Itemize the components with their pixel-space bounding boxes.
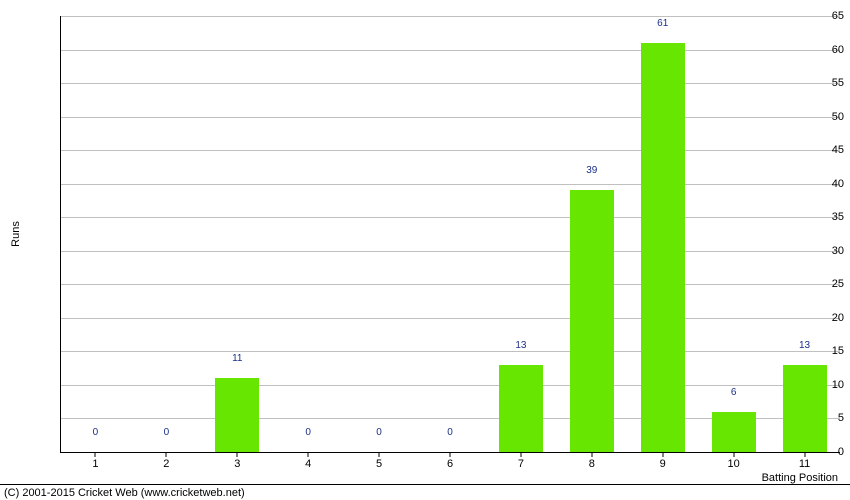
x-tick-label: 7 <box>518 458 524 470</box>
bar-value-label: 0 <box>164 427 170 438</box>
y-tick-label: 15 <box>790 345 844 357</box>
bar <box>783 365 827 452</box>
gridline <box>60 117 840 118</box>
x-tick-mark <box>379 452 380 457</box>
bar <box>215 378 259 452</box>
bar <box>641 43 685 452</box>
x-tick-mark <box>520 452 521 457</box>
gridline <box>60 385 840 386</box>
y-tick-label: 45 <box>790 144 844 156</box>
x-tick-label: 5 <box>376 458 382 470</box>
x-tick-label: 2 <box>163 458 169 470</box>
bar-value-label: 0 <box>447 427 453 438</box>
x-tick-label: 10 <box>728 458 740 470</box>
gridline <box>60 284 840 285</box>
y-tick-label: 20 <box>790 312 844 324</box>
gridline <box>60 83 840 84</box>
x-tick-mark <box>166 452 167 457</box>
y-tick-label: 30 <box>790 245 844 257</box>
footer-copyright: (C) 2001-2015 Cricket Web (www.cricketwe… <box>0 484 850 500</box>
y-tick-label: 65 <box>790 10 844 22</box>
chart-container: 0011000133961613 05101520253035404550556… <box>0 0 850 500</box>
bar-value-label: 6 <box>731 387 737 398</box>
bar-value-label: 61 <box>657 18 668 29</box>
y-tick-label: 40 <box>790 178 844 190</box>
bar <box>570 190 614 452</box>
x-tick-label: 6 <box>447 458 453 470</box>
bar-value-label: 0 <box>305 427 311 438</box>
plot-area: 0011000133961613 <box>60 16 840 452</box>
gridline <box>60 351 840 352</box>
gridline <box>60 50 840 51</box>
y-tick-label: 35 <box>790 211 844 223</box>
y-tick-label: 10 <box>790 379 844 391</box>
x-tick-mark <box>308 452 309 457</box>
gridline <box>60 318 840 319</box>
gridline <box>60 217 840 218</box>
y-tick-label: 0 <box>790 446 844 458</box>
x-tick-mark <box>591 452 592 457</box>
x-tick-mark <box>733 452 734 457</box>
bar <box>712 412 756 452</box>
x-tick-label: 4 <box>305 458 311 470</box>
bar <box>499 365 543 452</box>
bar-value-label: 39 <box>586 165 597 176</box>
y-tick-label: 25 <box>790 278 844 290</box>
gridline <box>60 16 840 17</box>
bar-value-label: 0 <box>93 427 99 438</box>
gridline <box>60 184 840 185</box>
bar-value-label: 11 <box>232 353 242 364</box>
y-tick-label: 60 <box>790 44 844 56</box>
y-axis-title: Runs <box>10 221 22 247</box>
y-tick-label: 5 <box>790 412 844 424</box>
y-tick-label: 55 <box>790 77 844 89</box>
x-tick-mark <box>804 452 805 457</box>
y-axis-line <box>60 16 61 452</box>
bar-value-label: 0 <box>376 427 382 438</box>
x-tick-label: 9 <box>660 458 666 470</box>
x-tick-label: 1 <box>92 458 98 470</box>
x-axis-title: Batting Position <box>762 472 838 484</box>
x-tick-label: 8 <box>589 458 595 470</box>
x-tick-mark <box>95 452 96 457</box>
x-tick-mark <box>662 452 663 457</box>
gridline <box>60 251 840 252</box>
x-tick-label: 3 <box>234 458 240 470</box>
x-tick-mark <box>237 452 238 457</box>
gridline <box>60 150 840 151</box>
bar-value-label: 13 <box>515 340 526 351</box>
x-tick-mark <box>450 452 451 457</box>
y-tick-label: 50 <box>790 111 844 123</box>
x-tick-label: 11 <box>799 458 810 470</box>
